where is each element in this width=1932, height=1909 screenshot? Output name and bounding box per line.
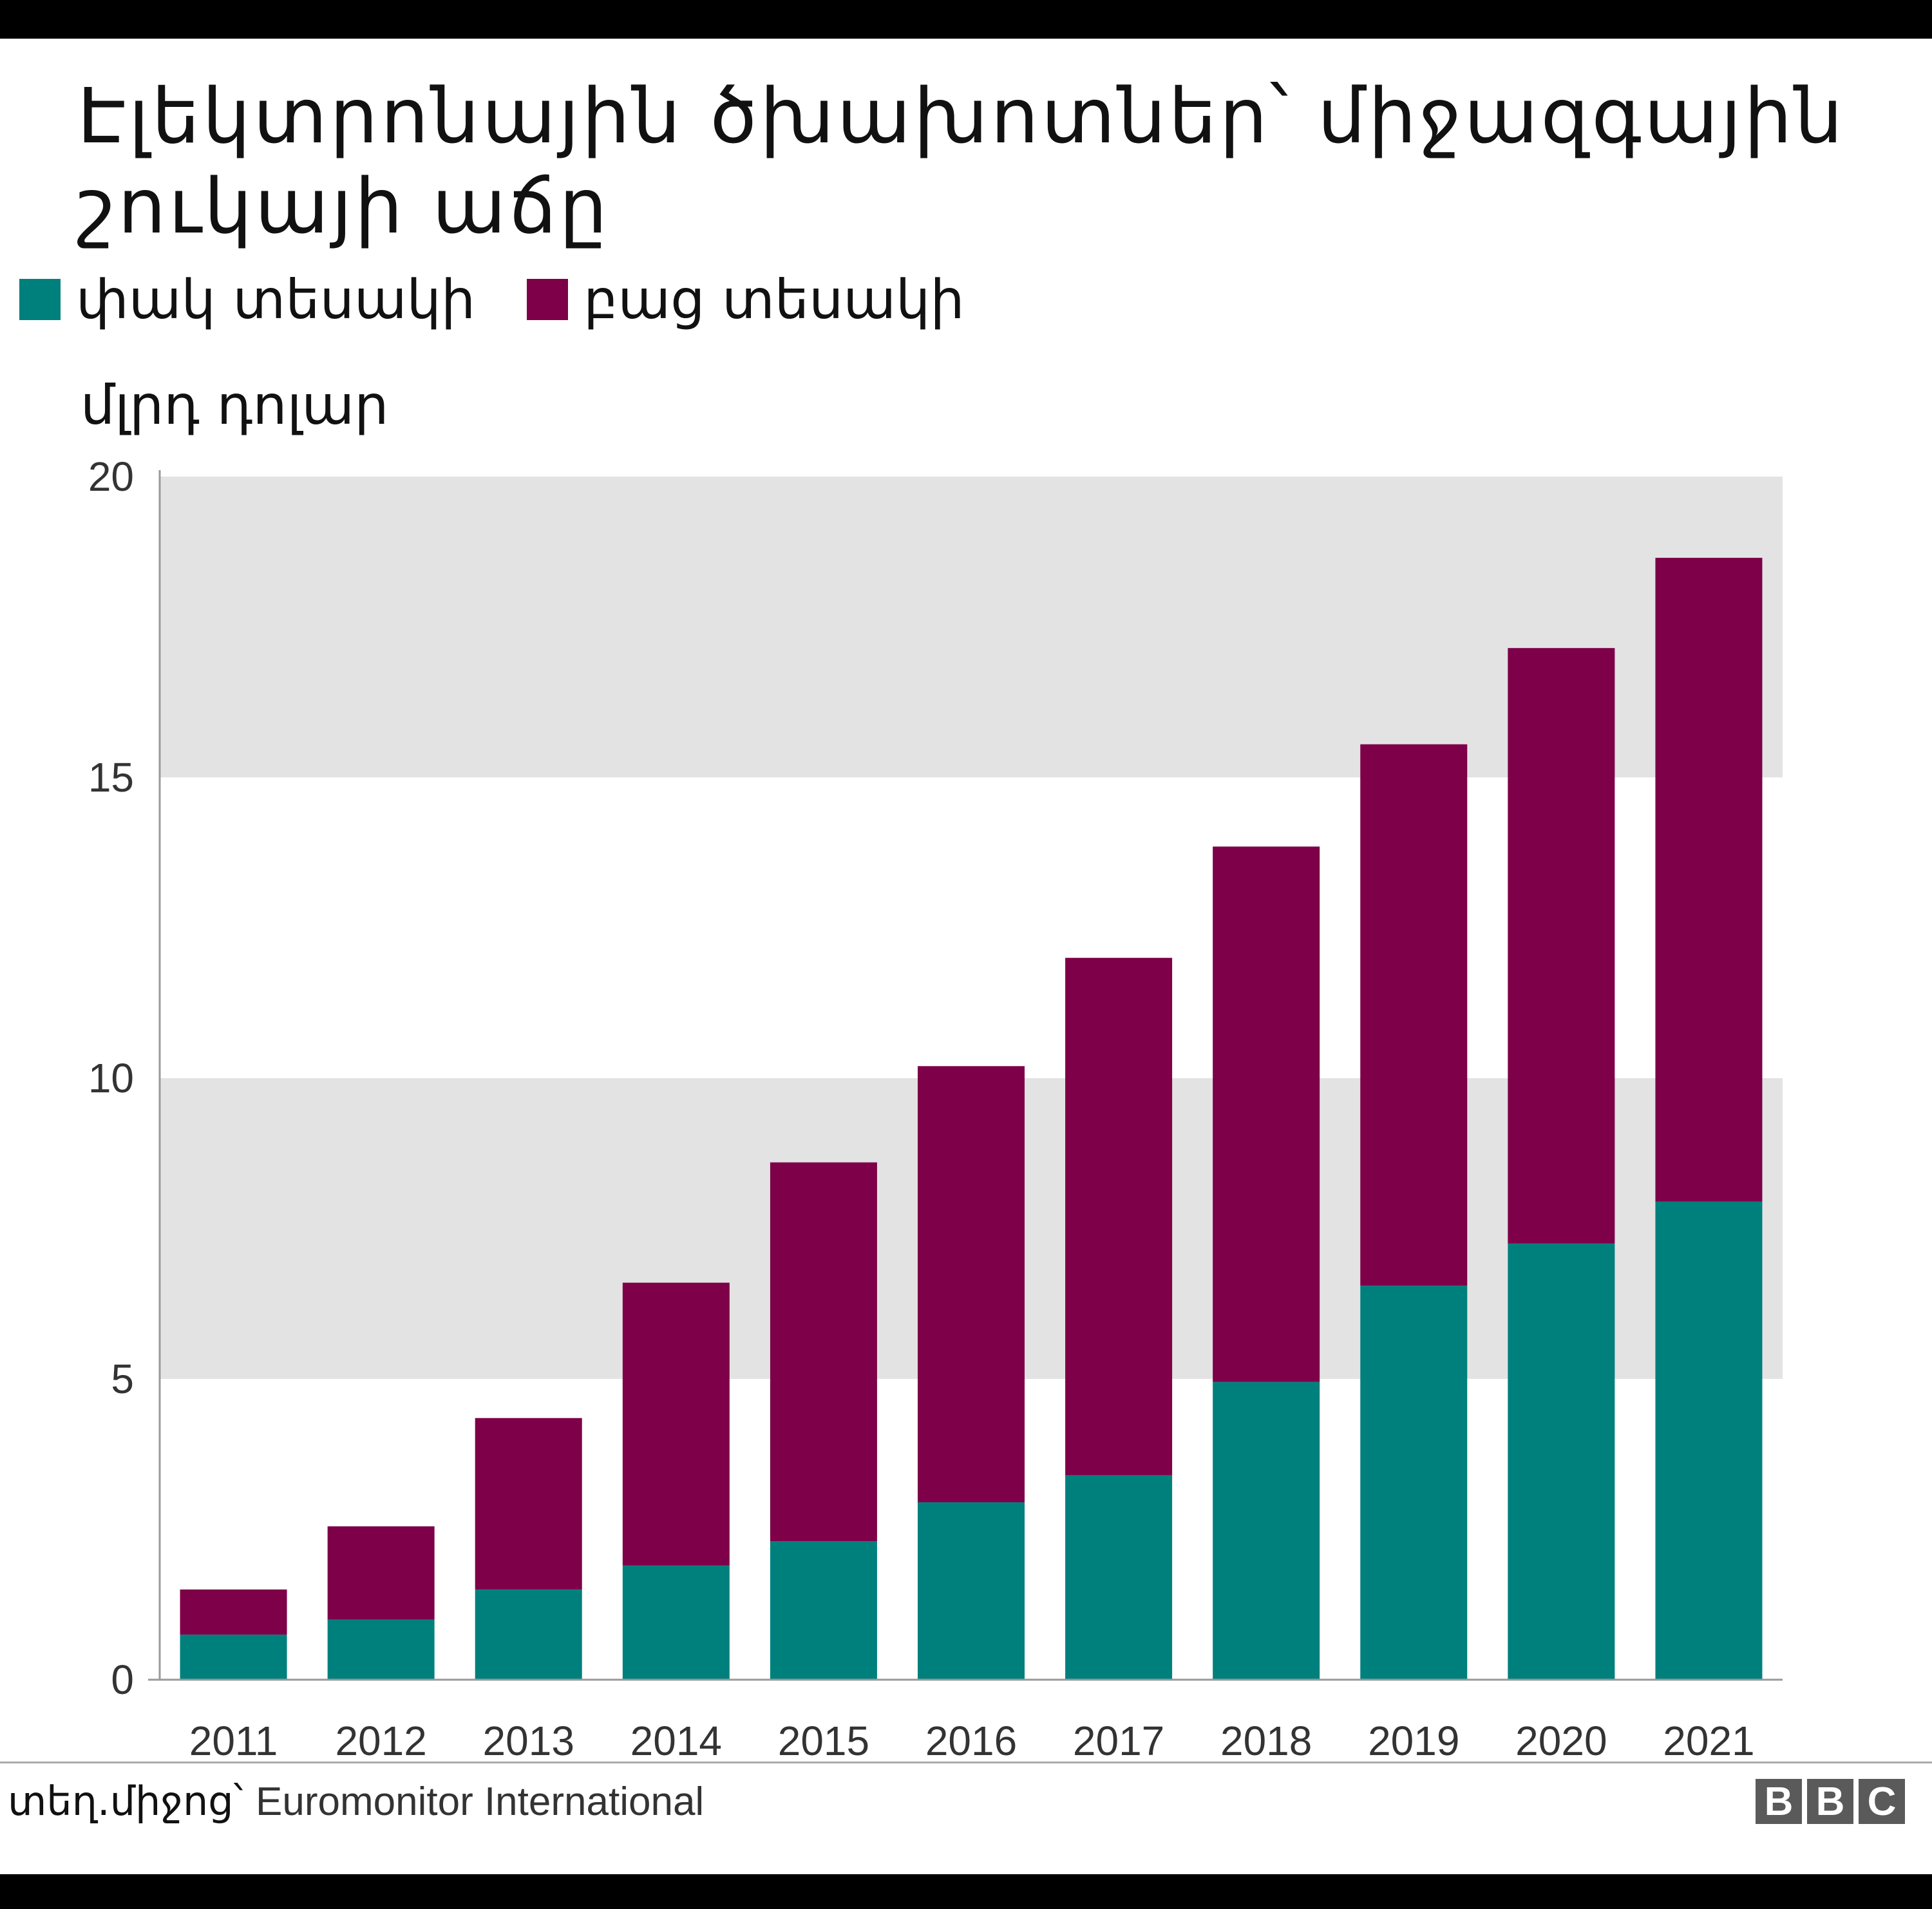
legend-label-open: բաց տեսակի xyxy=(583,268,965,331)
x-tick-label: 2017 xyxy=(1073,1718,1164,1764)
bar-segment-closed xyxy=(1213,1382,1320,1680)
chart-title: Էլեկտրոնային ծխախոտներ՝ միջազգային շուկա… xyxy=(77,71,1846,251)
bar-segment-open xyxy=(1065,958,1173,1476)
x-tick-label: 2013 xyxy=(483,1718,574,1764)
x-tick-label: 2019 xyxy=(1368,1718,1459,1764)
bar-segment-closed xyxy=(622,1565,730,1680)
x-tick-label: 2011 xyxy=(189,1718,278,1764)
y-tick-label: 20 xyxy=(88,453,134,500)
x-tick-label: 2015 xyxy=(778,1718,869,1764)
bar-segment-closed xyxy=(475,1589,582,1680)
legend-swatch-closed xyxy=(19,279,61,320)
source-prefix: տեղ.միջոց՝ xyxy=(8,1778,243,1825)
bbc-logo: B B C xyxy=(1750,1779,1905,1824)
legend-label-closed: փակ տեսակի xyxy=(76,268,476,331)
bar-segment-closed xyxy=(1508,1243,1615,1680)
bar-segment-open xyxy=(1360,744,1468,1286)
footer-divider xyxy=(0,1762,1932,1763)
bar-segment-closed xyxy=(1655,1201,1763,1680)
bar-segment-closed xyxy=(1065,1475,1173,1680)
x-tick-label: 2012 xyxy=(335,1718,426,1764)
bar-segment-open xyxy=(475,1418,582,1590)
bar-segment-open xyxy=(1508,648,1615,1244)
bar-segment-closed xyxy=(327,1619,435,1680)
x-tick-label: 2020 xyxy=(1515,1718,1607,1764)
bar-segment-closed xyxy=(770,1541,877,1680)
logo-letter: C xyxy=(1859,1779,1905,1824)
bar-segment-closed xyxy=(180,1634,287,1680)
legend: փակ տեսակի բաց տեսակի xyxy=(19,264,1016,335)
logo-letter: B xyxy=(1756,1779,1802,1824)
bar-segment-closed xyxy=(918,1502,1025,1680)
bar-segment-open xyxy=(1213,846,1320,1382)
x-tick-label: 2016 xyxy=(925,1718,1017,1764)
x-tick-label: 2018 xyxy=(1220,1718,1312,1764)
bar-segment-open xyxy=(1655,558,1763,1202)
legend-item-open: բաց տեսակի xyxy=(527,268,965,331)
legend-swatch-open xyxy=(527,279,569,320)
legend-item-closed: փակ տեսակի xyxy=(19,268,475,331)
bar-segment-open xyxy=(918,1066,1025,1503)
bar-segment-closed xyxy=(1360,1286,1468,1680)
x-tick-label: 2021 xyxy=(1663,1718,1754,1764)
logo-letter: B xyxy=(1807,1779,1853,1824)
y-tick-label: 5 xyxy=(111,1356,134,1402)
source-name: Euromonitor International xyxy=(256,1780,705,1824)
y-tick-label: 10 xyxy=(88,1055,134,1101)
bar-segment-open xyxy=(770,1162,877,1542)
y-tick-label: 0 xyxy=(111,1657,134,1703)
x-tick-label: 2014 xyxy=(630,1718,722,1764)
y-tick-label: 15 xyxy=(88,754,134,801)
source-line: տեղ.միջոց՝ Euromonitor International xyxy=(8,1778,704,1825)
bar-segment-open xyxy=(180,1589,287,1635)
bar-segment-open xyxy=(622,1282,730,1566)
bar-segment-open xyxy=(327,1526,435,1620)
y-axis-unit-label: մլրդ դոլար xyxy=(80,374,389,437)
